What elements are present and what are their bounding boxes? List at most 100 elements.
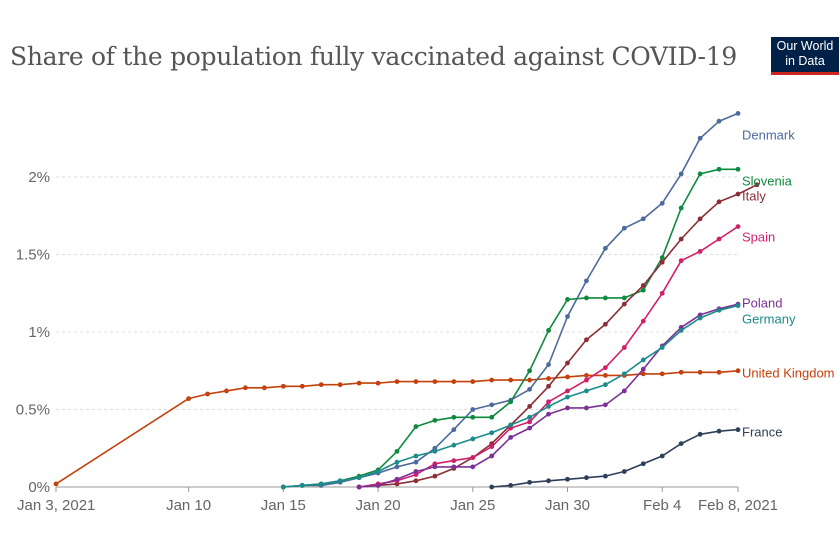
- data-point-italy[interactable]: [697, 216, 703, 222]
- data-point-slovenia[interactable]: [584, 295, 589, 301]
- data-point-united-kingdom[interactable]: [224, 388, 229, 394]
- data-point-slovenia[interactable]: [432, 417, 438, 423]
- data-point-denmark[interactable]: [716, 118, 722, 124]
- data-point-denmark[interactable]: [527, 386, 533, 392]
- data-point-united-kingdom[interactable]: [735, 368, 741, 374]
- data-point-poland[interactable]: [451, 464, 457, 470]
- data-point-germany[interactable]: [489, 430, 495, 436]
- data-point-slovenia[interactable]: [470, 414, 476, 420]
- data-point-slovenia[interactable]: [697, 171, 703, 177]
- data-point-united-kingdom[interactable]: [356, 380, 362, 386]
- data-point-italy[interactable]: [546, 383, 551, 389]
- data-point-united-kingdom[interactable]: [243, 385, 248, 391]
- data-point-united-kingdom[interactable]: [602, 373, 608, 378]
- data-point-denmark[interactable]: [451, 427, 457, 433]
- data-point-united-kingdom[interactable]: [432, 379, 438, 384]
- data-point-spain[interactable]: [659, 290, 665, 296]
- data-point-united-kingdom[interactable]: [375, 380, 381, 386]
- data-point-poland[interactable]: [640, 366, 646, 372]
- data-point-denmark[interactable]: [659, 200, 665, 206]
- data-point-spain[interactable]: [716, 236, 722, 242]
- data-point-italy[interactable]: [659, 259, 665, 265]
- data-point-denmark[interactable]: [394, 464, 400, 470]
- data-point-slovenia[interactable]: [735, 166, 741, 172]
- data-point-united-kingdom[interactable]: [697, 369, 703, 375]
- owid-logo[interactable]: Our World in Data: [771, 37, 839, 75]
- series-label-germany[interactable]: Germany: [742, 312, 796, 327]
- data-point-france[interactable]: [735, 427, 741, 433]
- data-point-united-kingdom[interactable]: [546, 376, 551, 381]
- data-point-united-kingdom[interactable]: [470, 379, 476, 384]
- data-point-germany[interactable]: [413, 453, 419, 459]
- data-point-united-kingdom[interactable]: [413, 379, 419, 384]
- data-point-poland[interactable]: [527, 425, 533, 431]
- data-point-germany[interactable]: [621, 371, 627, 377]
- data-point-slovenia[interactable]: [659, 255, 665, 260]
- data-point-italy[interactable]: [413, 478, 419, 484]
- data-point-denmark[interactable]: [584, 278, 589, 284]
- data-point-united-kingdom[interactable]: [394, 379, 400, 384]
- data-point-united-kingdom[interactable]: [659, 371, 665, 377]
- series-label-france[interactable]: France: [742, 425, 782, 440]
- data-point-germany[interactable]: [299, 483, 305, 488]
- data-point-denmark[interactable]: [546, 362, 551, 367]
- series-label-spain[interactable]: Spain: [742, 230, 775, 245]
- data-point-italy[interactable]: [565, 360, 570, 366]
- data-point-slovenia[interactable]: [451, 414, 457, 420]
- data-point-germany[interactable]: [546, 404, 551, 409]
- data-point-poland[interactable]: [508, 435, 514, 440]
- data-point-spain[interactable]: [640, 318, 646, 324]
- data-point-denmark[interactable]: [602, 245, 608, 251]
- data-point-germany[interactable]: [280, 484, 286, 490]
- data-point-germany[interactable]: [659, 345, 665, 350]
- data-point-slovenia[interactable]: [602, 295, 608, 301]
- data-point-germany[interactable]: [584, 388, 589, 394]
- data-point-united-kingdom[interactable]: [527, 377, 533, 383]
- data-point-france[interactable]: [508, 483, 514, 488]
- data-point-united-kingdom[interactable]: [337, 382, 343, 388]
- data-point-denmark[interactable]: [735, 111, 741, 116]
- data-point-poland[interactable]: [602, 402, 608, 408]
- data-point-slovenia[interactable]: [546, 328, 551, 333]
- data-point-united-kingdom[interactable]: [640, 371, 646, 377]
- data-point-italy[interactable]: [735, 191, 741, 197]
- data-point-france[interactable]: [621, 469, 627, 474]
- data-point-italy[interactable]: [584, 337, 589, 343]
- data-point-slovenia[interactable]: [527, 368, 533, 374]
- series-line-germany[interactable]: [283, 304, 739, 488]
- data-point-germany[interactable]: [356, 475, 362, 481]
- series-line-denmark[interactable]: [283, 112, 739, 488]
- data-point-slovenia[interactable]: [640, 287, 646, 293]
- data-point-france[interactable]: [697, 431, 703, 437]
- data-point-poland[interactable]: [621, 388, 627, 394]
- data-point-germany[interactable]: [527, 414, 533, 420]
- data-point-germany[interactable]: [394, 459, 400, 465]
- data-point-germany[interactable]: [318, 481, 324, 487]
- series-label-denmark[interactable]: Denmark: [742, 128, 795, 143]
- data-point-united-kingdom[interactable]: [186, 396, 192, 402]
- data-point-france[interactable]: [489, 484, 495, 490]
- data-point-italy[interactable]: [621, 301, 627, 307]
- data-point-slovenia[interactable]: [394, 448, 400, 454]
- data-point-denmark[interactable]: [565, 314, 570, 319]
- data-point-italy[interactable]: [602, 321, 608, 327]
- data-point-denmark[interactable]: [697, 135, 703, 141]
- data-point-germany[interactable]: [375, 469, 381, 474]
- data-point-italy[interactable]: [527, 404, 533, 409]
- data-point-spain[interactable]: [697, 249, 703, 254]
- data-point-germany[interactable]: [508, 422, 514, 428]
- data-point-poland[interactable]: [546, 411, 551, 417]
- data-point-france[interactable]: [716, 428, 722, 434]
- data-point-germany[interactable]: [640, 357, 646, 363]
- data-point-france[interactable]: [584, 475, 589, 481]
- data-point-germany[interactable]: [432, 448, 438, 454]
- data-point-france[interactable]: [602, 473, 608, 479]
- data-point-spain[interactable]: [735, 224, 741, 230]
- data-point-slovenia[interactable]: [565, 297, 570, 302]
- data-point-spain[interactable]: [527, 419, 533, 425]
- data-point-poland[interactable]: [413, 469, 419, 474]
- data-point-poland[interactable]: [489, 453, 495, 459]
- data-point-united-kingdom[interactable]: [299, 383, 305, 389]
- data-point-poland[interactable]: [470, 464, 476, 470]
- data-point-france[interactable]: [565, 476, 570, 482]
